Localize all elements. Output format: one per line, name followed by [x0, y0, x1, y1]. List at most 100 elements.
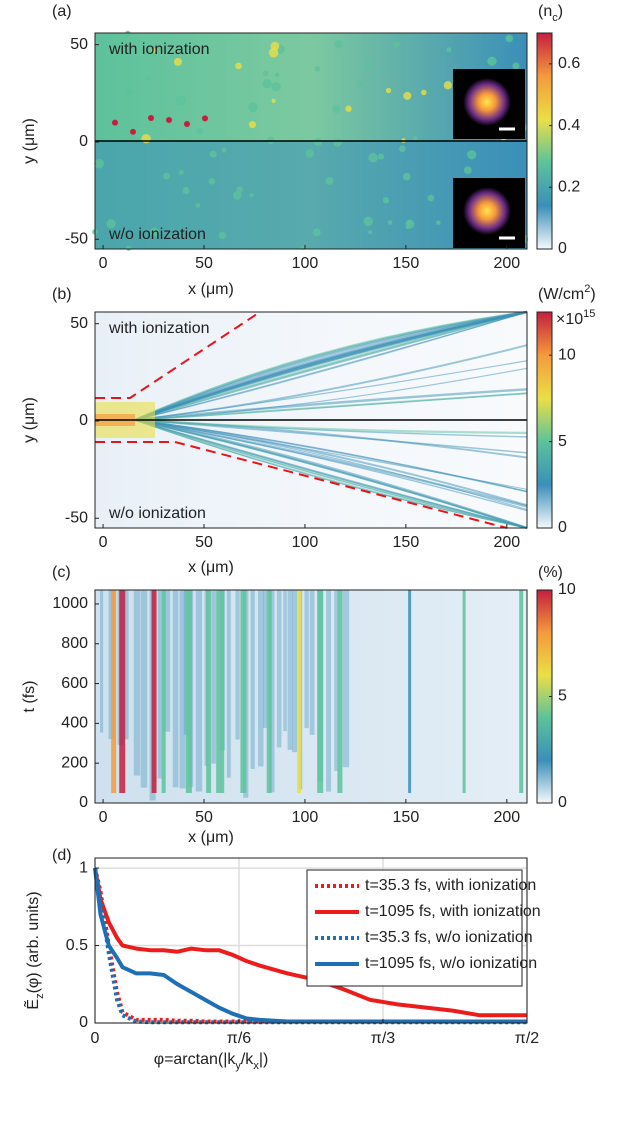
- x-axis-label-part: y: [235, 1060, 241, 1072]
- filament: [134, 310, 528, 422]
- colorbar-tick-label: 0.4: [558, 117, 580, 134]
- speckle: [106, 219, 116, 229]
- colorbar-label-part: (n: [538, 3, 552, 20]
- stripe: [334, 590, 338, 771]
- speckle: [314, 65, 321, 72]
- speckle: [463, 166, 472, 175]
- x-axis-label: x (μm): [188, 559, 234, 576]
- speckle: [402, 172, 411, 181]
- y-tick-label: 400: [61, 715, 88, 732]
- x-tick-label: 50: [195, 255, 213, 272]
- stripe: [287, 590, 293, 750]
- speckle: [305, 149, 315, 158]
- stripe: [283, 590, 287, 731]
- x-tick-label: 200: [493, 255, 520, 272]
- colorbar-label-part: ): [558, 3, 563, 20]
- stripe: [326, 590, 332, 792]
- filament: [134, 392, 528, 421]
- y-axis-label: Ẽz(φ) (arb. units): [22, 891, 46, 1009]
- speckle: [208, 178, 216, 185]
- stripe: [258, 590, 264, 767]
- speckle: [399, 145, 406, 153]
- colorbar: [536, 311, 553, 529]
- speckle: [512, 62, 520, 70]
- y-axis-label: y (μm): [21, 118, 38, 164]
- x-tick-label: π/3: [371, 1030, 395, 1047]
- x-axis-label-part: /k: [241, 1051, 254, 1068]
- hot-spot: [184, 120, 190, 127]
- x-tick-label: 200: [493, 809, 520, 826]
- speckle: [387, 220, 393, 225]
- speckle: [345, 105, 352, 112]
- colorbar-tick-label: 5: [558, 433, 567, 450]
- speckle: [195, 203, 201, 208]
- filament: [134, 419, 528, 529]
- legend-box: [306, 869, 523, 987]
- hot-spot: [166, 116, 172, 123]
- speckle: [412, 135, 418, 142]
- stripe: [161, 590, 166, 793]
- speckle: [271, 98, 276, 103]
- stripe: [124, 590, 129, 740]
- colorbar-tick-label: 0.2: [558, 179, 580, 196]
- y-tick-label: 200: [61, 754, 88, 771]
- speckle: [467, 150, 477, 160]
- x-tick-label: 150: [393, 809, 420, 826]
- x-axis-label-part: |): [259, 1051, 268, 1068]
- y-tick-label: 0: [79, 1014, 88, 1031]
- speckle: [405, 219, 415, 229]
- colorbar-tick-label: 5: [558, 688, 567, 705]
- x-tick-label: 50: [195, 809, 213, 826]
- speckle: [232, 191, 242, 200]
- stripe: [297, 590, 301, 793]
- x-tick-label: 100: [292, 809, 319, 826]
- panel-label: (d): [52, 847, 72, 864]
- stripe: [119, 590, 126, 793]
- speckle: [173, 57, 182, 66]
- y-tick-label: -50: [65, 230, 88, 247]
- speckle: [427, 194, 435, 202]
- stripe: [151, 590, 157, 793]
- y-tick-label: 600: [61, 675, 88, 692]
- speckle: [435, 220, 441, 225]
- y-axis-label: y (μm): [21, 397, 38, 443]
- x-tick-label: π/2: [515, 1030, 539, 1047]
- colorbar-tick-label: 0: [558, 794, 567, 811]
- legend-label: t=35.3 fs, w/o ionization: [365, 929, 533, 946]
- y-tick-label: 0.5: [66, 937, 88, 954]
- x-tick-label: 50: [195, 534, 213, 551]
- filament: [134, 388, 528, 422]
- x-tick-label: 0: [99, 534, 108, 551]
- speckle: [385, 87, 392, 94]
- colorbar-label: (%): [538, 564, 563, 581]
- speckle: [221, 147, 227, 153]
- speckle: [377, 153, 384, 160]
- speckle: [262, 79, 272, 89]
- speckle: [382, 197, 390, 204]
- speckle: [363, 216, 373, 227]
- speckle: [403, 91, 412, 100]
- speckle: [178, 169, 184, 175]
- panel-label: (c): [52, 564, 71, 581]
- speckle: [218, 231, 227, 240]
- stripe: [240, 590, 247, 793]
- filament: [134, 419, 528, 493]
- stripe: [317, 590, 324, 793]
- speckle: [333, 138, 342, 147]
- plot-frame: [94, 589, 528, 804]
- x-tick-label: 0: [99, 255, 108, 272]
- stripe: [133, 590, 141, 776]
- colorbar-multiplier-part: 15: [583, 308, 595, 320]
- dashed-envelope: [95, 441, 508, 529]
- colorbar-multiplier: ×1015: [556, 308, 595, 328]
- stripe: [216, 590, 225, 793]
- series-line: [93, 867, 527, 1018]
- filament: [134, 310, 528, 422]
- stripe: [163, 590, 171, 732]
- speckle: [268, 47, 279, 58]
- y-tick-label: 0: [79, 794, 88, 811]
- annotation: with ionization: [108, 320, 210, 337]
- colorbar-label: (nc): [538, 3, 563, 24]
- inset-spot: [463, 187, 511, 235]
- y-tick-label: 1000: [52, 595, 88, 612]
